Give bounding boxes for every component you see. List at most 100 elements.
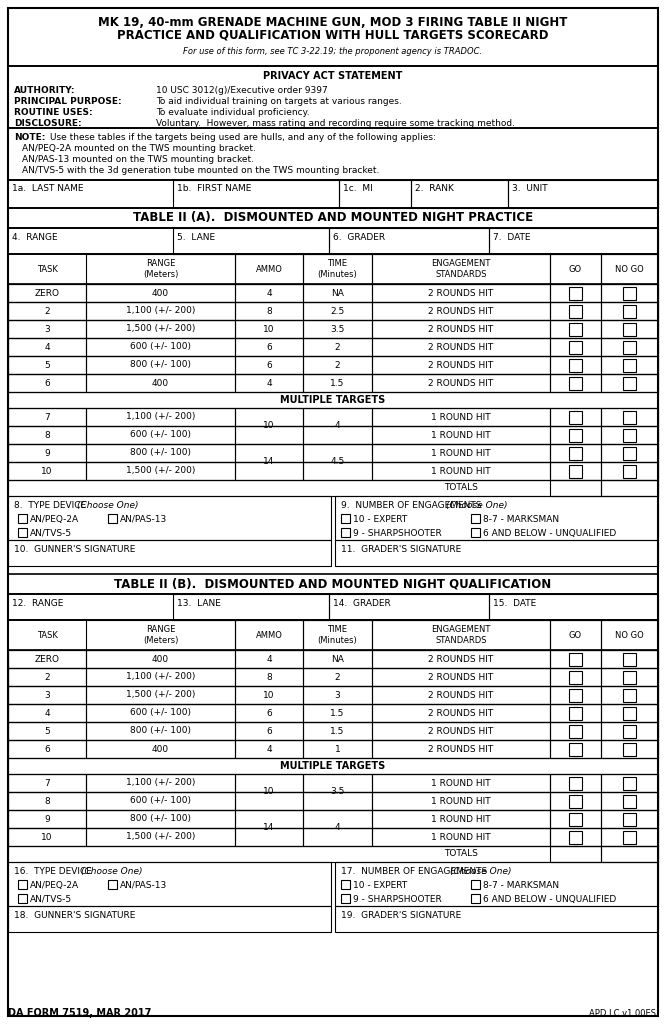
Bar (601, 650, 658, 668)
Bar (8, 705, 86, 722)
Bar (8, 758, 658, 774)
Text: MK 19, 40-mm GRENADE MACHINE GUN, MOD 3 FIRING TABLE II NIGHT: MK 19, 40-mm GRENADE MACHINE GUN, MOD 3 … (99, 15, 567, 29)
Bar (623, 323, 636, 336)
Bar (173, 228, 329, 254)
Text: DISCLOSURE:: DISCLOSURE: (14, 119, 82, 128)
Bar (8, 686, 658, 705)
Bar (601, 480, 658, 496)
Text: 6: 6 (266, 342, 272, 351)
Text: 9: 9 (44, 449, 50, 458)
Bar (303, 810, 372, 828)
Text: 1.5: 1.5 (330, 379, 345, 387)
Bar (550, 444, 601, 462)
Text: 1 ROUND HIT: 1 ROUND HIT (431, 467, 491, 475)
Text: 9.  NUMBER OF ENGAGEMENTS: 9. NUMBER OF ENGAGEMENTS (341, 501, 482, 510)
Bar (235, 650, 303, 668)
Text: 8: 8 (266, 673, 272, 682)
Text: 14: 14 (263, 458, 274, 467)
Bar (372, 302, 550, 319)
Text: 2 ROUNDS HIT: 2 ROUNDS HIT (428, 744, 494, 754)
Bar (235, 686, 303, 705)
Text: 19.  GRADER'S SIGNATURE: 19. GRADER'S SIGNATURE (341, 911, 462, 920)
Text: 9 - SHARPSHOOTER: 9 - SHARPSHOOTER (353, 895, 442, 904)
Bar (569, 813, 582, 826)
Text: For use of this form, see TC 3-22.19; the proponent agency is TRADOC.: For use of this form, see TC 3-22.19; th… (183, 47, 483, 56)
Text: 800 (+/- 100): 800 (+/- 100) (130, 814, 191, 823)
Bar (8, 620, 658, 650)
Text: 2 ROUNDS HIT: 2 ROUNDS HIT (428, 306, 494, 315)
Bar (341, 528, 350, 537)
Bar (86, 828, 235, 846)
Bar (550, 374, 601, 392)
Bar (550, 284, 601, 302)
Bar (550, 319, 601, 338)
Bar (108, 880, 117, 889)
Bar (303, 668, 372, 686)
Bar (372, 444, 550, 462)
Text: 18.  GUNNER'S SIGNATURE: 18. GUNNER'S SIGNATURE (14, 911, 135, 920)
Text: 1 ROUND HIT: 1 ROUND HIT (431, 814, 491, 823)
Bar (601, 846, 658, 862)
Bar (550, 356, 601, 374)
Bar (173, 180, 339, 208)
Bar (550, 254, 601, 284)
Bar (569, 377, 582, 390)
Text: AMMO: AMMO (256, 631, 282, 640)
Bar (623, 831, 636, 844)
Bar (601, 444, 658, 462)
Bar (8, 906, 331, 932)
Bar (601, 462, 658, 480)
Bar (8, 462, 86, 480)
Text: 14: 14 (263, 823, 274, 833)
Bar (569, 287, 582, 300)
Bar (550, 810, 601, 828)
Bar (8, 319, 658, 338)
Bar (601, 254, 658, 284)
Text: 800 (+/- 100): 800 (+/- 100) (130, 726, 191, 735)
Bar (86, 284, 235, 302)
Bar (329, 228, 489, 254)
Text: 400: 400 (152, 654, 169, 664)
Text: 8: 8 (44, 430, 50, 439)
Text: ENGAGEMENT
STANDARDS: ENGAGEMENT STANDARDS (432, 259, 491, 279)
Text: 600 (+/- 100): 600 (+/- 100) (130, 430, 191, 439)
Text: 4: 4 (266, 654, 272, 664)
Bar (235, 426, 303, 444)
Text: 1.5: 1.5 (330, 709, 345, 718)
Bar (335, 906, 658, 932)
Bar (86, 408, 235, 426)
Text: PRINCIPAL PURPOSE:: PRINCIPAL PURPOSE: (14, 97, 122, 106)
Bar (8, 444, 86, 462)
Bar (8, 740, 658, 758)
Bar (508, 180, 658, 208)
Bar (601, 356, 658, 374)
Bar (303, 686, 372, 705)
Bar (8, 356, 86, 374)
Bar (86, 302, 235, 319)
Bar (569, 359, 582, 372)
Bar (569, 743, 582, 756)
Text: 1,500 (+/- 200): 1,500 (+/- 200) (126, 325, 195, 334)
Text: 400: 400 (152, 744, 169, 754)
Text: 600 (+/- 100): 600 (+/- 100) (130, 342, 191, 351)
Bar (8, 444, 658, 462)
Bar (303, 722, 372, 740)
Bar (372, 284, 550, 302)
Bar (108, 514, 117, 523)
Bar (372, 650, 550, 668)
Bar (303, 620, 372, 650)
Bar (623, 777, 636, 790)
Bar (8, 302, 86, 319)
Text: AN/PEQ-2A: AN/PEQ-2A (30, 881, 79, 890)
Text: 8-7 - MARKSMAN: 8-7 - MARKSMAN (483, 881, 559, 890)
Text: NO GO: NO GO (615, 631, 644, 640)
Bar (18, 880, 27, 889)
Text: NA: NA (331, 289, 344, 298)
Text: 3.5: 3.5 (330, 787, 345, 797)
Text: 4: 4 (266, 379, 272, 387)
Text: 1 ROUND HIT: 1 ROUND HIT (431, 449, 491, 458)
Bar (372, 792, 550, 810)
Bar (489, 594, 658, 620)
Bar (303, 462, 372, 480)
Text: 1 ROUND HIT: 1 ROUND HIT (431, 778, 491, 787)
